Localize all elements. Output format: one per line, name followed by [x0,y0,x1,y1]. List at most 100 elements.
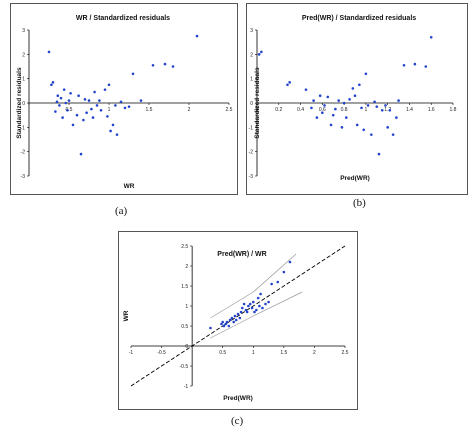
chart-b-ytick-label: 0 [250,101,253,107]
chart-b-point [370,133,373,136]
chart-a-point [111,123,115,127]
chart-a-point [50,83,53,87]
chart-b-point [304,88,308,91]
chart-a-point [151,63,155,67]
chart-c-point [222,324,226,328]
chart-b-point [323,104,326,107]
chart-a-svg: -3 -2 -1 0 1 2 3 0.5 1 1.5 2 2.5 WR / Standardized r… [16,15,233,190]
chart-a-point [109,129,112,133]
chart-c-xtick-label: 2.5 [342,350,349,356]
chart-b-xtick-label: 0.4 [297,107,304,113]
chart-c-point [236,312,240,316]
chart-c-xtick-label: 1.5 [280,350,287,356]
chart-b-title: Pred(WR) / Standardized residuals [302,15,416,22]
chart-c-xtick-label: 2 [313,350,316,356]
chart-a-point [59,96,63,100]
chart-a-point [93,90,96,94]
chart-a-point [54,110,57,113]
chart-b-point [360,106,363,110]
chart-b-point [351,87,355,90]
chart-c-point [255,308,258,312]
chart-c-point [245,310,249,314]
chart-c-ytick-label: 0 [185,344,188,350]
chart-b-point [342,101,346,105]
chart-b-ytick-label: -3 [249,174,254,180]
chart-c-diagonal-line [130,245,346,387]
chart-b-ylabel: Standardized residuals [254,67,261,139]
chart-c-point [209,326,212,330]
chart-a-ytick-label: 0 [22,101,25,107]
chart-a-ytick-label: -3 [21,174,26,180]
chart-c-point [232,320,236,324]
chart-c-point [233,314,237,318]
chart-a-point [87,99,91,102]
chart-a-title: WR / Standardized residuals [76,15,170,22]
chart-c-point [267,300,270,304]
chart-a-ytick-label: 2 [22,52,25,58]
chart-a-point [99,109,103,112]
chart-b-xtick-label: 0.8 [341,107,348,113]
chart-a-point [79,152,83,156]
chart-b-xtick-label: 1.4 [406,107,413,113]
chart-b-xtick-label: 1.6 [428,107,435,113]
chart-b-point [353,94,357,97]
chart-b-point [288,81,291,84]
caption-b: (b) [353,197,366,209]
chart-a-xtick-label: 2.5 [226,107,233,113]
chart-a-point [77,94,80,97]
chart-a-point [69,91,72,95]
chart-c-ytick-label: 1 [185,304,188,310]
chart-a-point [61,116,64,119]
chart-b-xtick-label: 1.2 [384,107,391,113]
chart-a-xtick-label: 1 [108,107,111,113]
chart-c-point [282,270,286,274]
chart-b-point [413,62,417,66]
chart-b-point [429,36,433,39]
chart-a-point [83,98,87,101]
chart-a-point [85,111,88,115]
chart-a-point [114,104,117,107]
chart-panel-a: -3 -2 -1 0 1 2 3 0.5 1 1.5 2 2.5 WR / Standardized r… [10,3,238,195]
chart-c-point [270,282,273,286]
chart-a-point [66,109,69,112]
chart-a-point [127,105,131,108]
chart-c-point [258,304,261,308]
chart-a-point [67,99,71,102]
chart-b-ytick-label: 2 [250,52,253,58]
chart-c-point [234,318,238,322]
chart-b-point [397,99,400,102]
chart-b-point [286,83,289,87]
chart-a-point [90,107,93,111]
chart-a-point [131,72,135,76]
chart-b-point [424,65,428,68]
chart-b-point [384,104,387,107]
chart-a-point [47,50,51,54]
chart-c-lower-band [210,291,303,339]
chart-b-point [315,116,319,119]
chart-b-point [329,123,333,127]
chart-b-xtick-label: 0.6 [319,107,326,113]
chart-panel-b: -3 -2 -1 0 1 2 3 0 0.2 0.4 0.6 0.8 1 1.2 1.4 1.6 1.8 Pred… [246,3,468,195]
chart-c-point [259,292,262,296]
chart-b-point [312,99,315,102]
chart-b-xtick-label: 0 [256,107,259,113]
chart-b-point [355,123,359,127]
caption-c: (c) [231,415,244,427]
chart-a-point [119,100,123,104]
chart-a-ytick-label: 3 [22,28,25,34]
chart-a-point [64,101,68,105]
chart-a-ytick-label: 1 [22,77,25,83]
chart-b-point [321,111,324,115]
chart-a-point [123,106,127,110]
chart-b-point [310,106,313,110]
chart-c-xtick-label: -0.5 [157,350,166,356]
chart-b-point [402,63,406,67]
chart-c-ytick-label: 0.5 [181,324,188,330]
chart-c-ytick-label: -0.5 [180,364,189,370]
chart-c-point [240,306,244,310]
chart-c-point [238,316,242,320]
chart-a-xtick-label: 1.5 [146,107,153,113]
chart-a-xtick-label: 0.5 [66,107,73,113]
chart-b-point [348,98,351,101]
chart-c-svg: -1 -0.5 0 0.5 1 1.5 2 2.5 -1 -0.5 0.5 1 1.5 2 2.5 Pred(… [123,244,349,402]
